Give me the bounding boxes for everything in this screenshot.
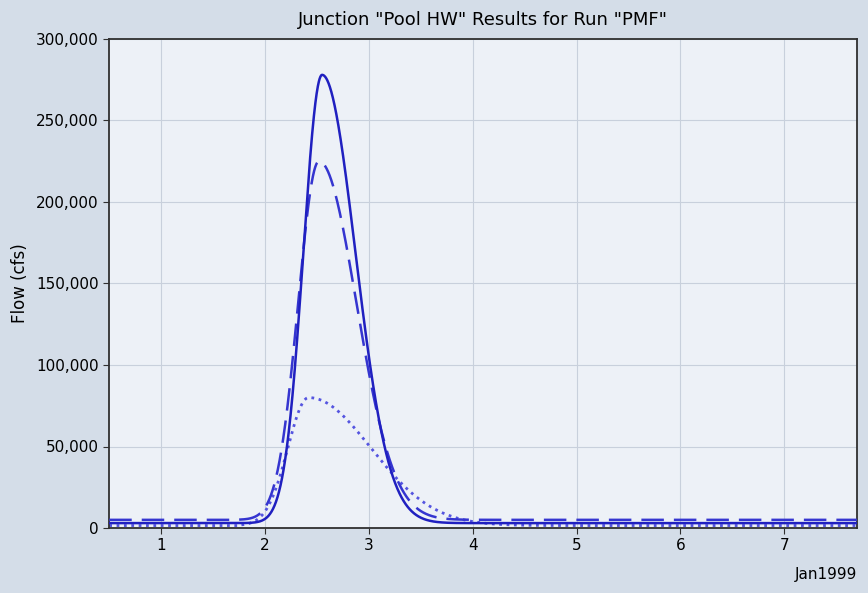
Title: Junction "Pool HW" Results for Run "PMF": Junction "Pool HW" Results for Run "PMF" — [298, 11, 668, 29]
Text: Jan1999: Jan1999 — [794, 567, 857, 582]
Y-axis label: Flow (cfs): Flow (cfs) — [11, 244, 30, 323]
